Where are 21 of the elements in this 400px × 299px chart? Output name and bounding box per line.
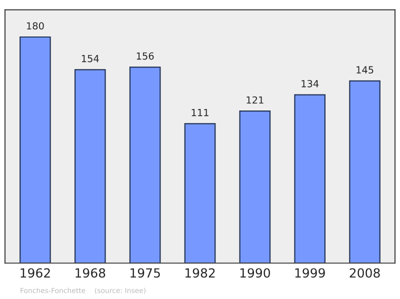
data-label: 111 [192,109,208,116]
bar [294,94,326,264]
bar [184,123,216,264]
x-tick-label: 1982 [185,268,215,278]
bar [129,66,161,264]
x-tick-label: 1962 [20,268,50,278]
bar [74,69,106,264]
data-label: 154 [82,54,99,62]
x-tick-label: 1990 [240,268,270,278]
data-label: 134 [302,80,319,88]
data-label: 145 [356,66,374,74]
data-label: 121 [246,96,264,104]
bar [349,80,380,264]
data-label: 180 [27,22,44,30]
x-tick-label: 1975 [130,268,160,278]
x-tick-label: 1968 [76,268,106,278]
data-label: 156 [136,52,154,60]
x-tick-label: 2008 [350,268,380,278]
bar [239,110,271,264]
x-tick-label: 1999 [295,268,325,278]
bar [20,36,51,264]
